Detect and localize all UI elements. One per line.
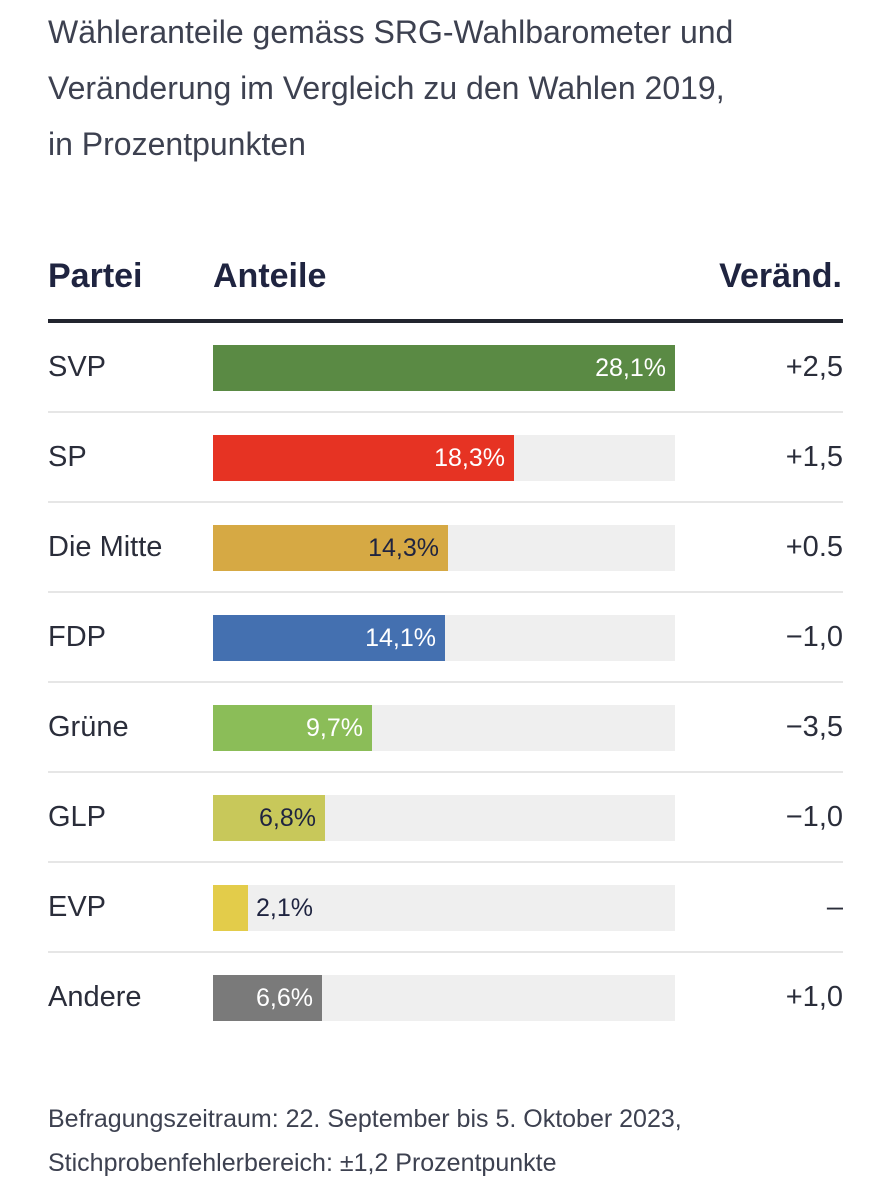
bar-track: 14,3% — [213, 525, 675, 571]
bar-track: 6,6% — [213, 975, 675, 1021]
table-row: EVP 2,1% – — [48, 863, 843, 953]
bar-track: 28,1% — [213, 345, 675, 391]
bar-track: 18,3% — [213, 435, 675, 481]
bar — [213, 525, 448, 571]
party-label: EVP — [48, 891, 107, 923]
value-label: 2,1% — [256, 894, 313, 922]
party-label: FDP — [48, 621, 106, 653]
change-value: −1,0 — [785, 621, 843, 653]
bar-chart-rows: SVP 28,1% +2,5 SP 18,3% +1,5 Die Mitte 14,3% +0.… — [48, 323, 843, 1043]
change-value: – — [826, 891, 843, 923]
bar — [213, 615, 445, 661]
bar — [213, 435, 514, 481]
change-value: +2,5 — [785, 351, 843, 383]
party-label: SP — [48, 441, 87, 473]
table-row: SVP 28,1% +2,5 — [48, 323, 843, 413]
table-row: Andere 6,6% +1,0 — [48, 953, 843, 1043]
bar — [213, 795, 325, 841]
value-label: 14,1% — [365, 624, 436, 652]
change-value: −3,5 — [785, 711, 843, 743]
bar-track: 2,1% — [213, 885, 675, 931]
party-label: SVP — [48, 351, 107, 383]
footnote-line-1: Befragungszeitraum: 22. September bis 5.… — [48, 1105, 682, 1133]
title-line-1: Wähleranteile gemäss SRG-Wahlbarometer u… — [48, 14, 734, 50]
bar — [213, 975, 322, 1021]
table-row: Die Mitte 14,3% +0.5 — [48, 503, 843, 593]
change-value: +1,0 — [785, 981, 843, 1013]
value-label: 6,6% — [256, 984, 313, 1012]
bar — [213, 885, 248, 931]
party-label: Andere — [48, 981, 142, 1013]
table-row: GLP 6,8% −1,0 — [48, 773, 843, 863]
value-label: 9,7% — [306, 714, 363, 742]
value-label: 18,3% — [434, 444, 505, 472]
bar — [213, 345, 675, 391]
title-line-2: Veränderung im Vergleich zu den Wahlen 2… — [48, 70, 725, 106]
change-value: +0.5 — [785, 531, 843, 563]
chart-title: Wähleranteile gemäss SRG-Wahlbarometer u… — [48, 4, 848, 172]
header-change: Veränd. — [719, 257, 842, 295]
value-label: 28,1% — [595, 354, 666, 382]
table-row: Grüne 9,7% −3,5 — [48, 683, 843, 773]
bar — [213, 705, 372, 751]
value-label: 6,8% — [259, 804, 316, 832]
bar-track: 6,8% — [213, 795, 675, 841]
party-label: GLP — [48, 801, 107, 833]
title-line-3: in Prozentpunkten — [48, 126, 306, 162]
change-value: −1,0 — [785, 801, 843, 833]
bar-track: 9,7% — [213, 705, 675, 751]
header-divider — [48, 319, 843, 323]
bar-track: 14,1% — [213, 615, 675, 661]
header-party: Partei — [48, 257, 143, 295]
party-label: Die Mitte — [48, 531, 163, 563]
change-value: +1,5 — [785, 441, 843, 473]
header-share: Anteile — [213, 257, 327, 295]
footnote: Befragungszeitraum: 22. September bis 5.… — [48, 1097, 868, 1185]
table-row: FDP 14,1% −1,0 — [48, 593, 843, 683]
table-row: SP 18,3% +1,5 — [48, 413, 843, 503]
party-label: Grüne — [48, 711, 129, 743]
footnote-line-2: Stichprobenfehlerbereich: ±1,2 Prozentpu… — [48, 1149, 557, 1177]
value-label: 14,3% — [368, 534, 439, 562]
